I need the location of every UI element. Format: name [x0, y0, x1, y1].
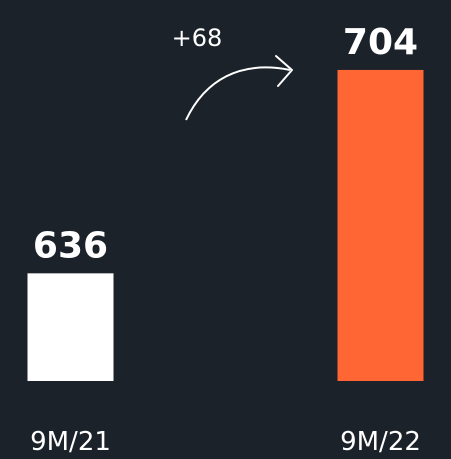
arrow-head	[275, 55, 293, 87]
value-label: 704	[343, 22, 418, 63]
x-tick-label: 9M/22	[340, 427, 421, 457]
value-label: 636	[33, 225, 108, 266]
bar	[27, 273, 114, 381]
x-tick-label: 9M/21	[30, 427, 111, 457]
annotation: +68	[172, 24, 223, 52]
bar	[337, 69, 424, 381]
arrow	[185, 66, 291, 121]
